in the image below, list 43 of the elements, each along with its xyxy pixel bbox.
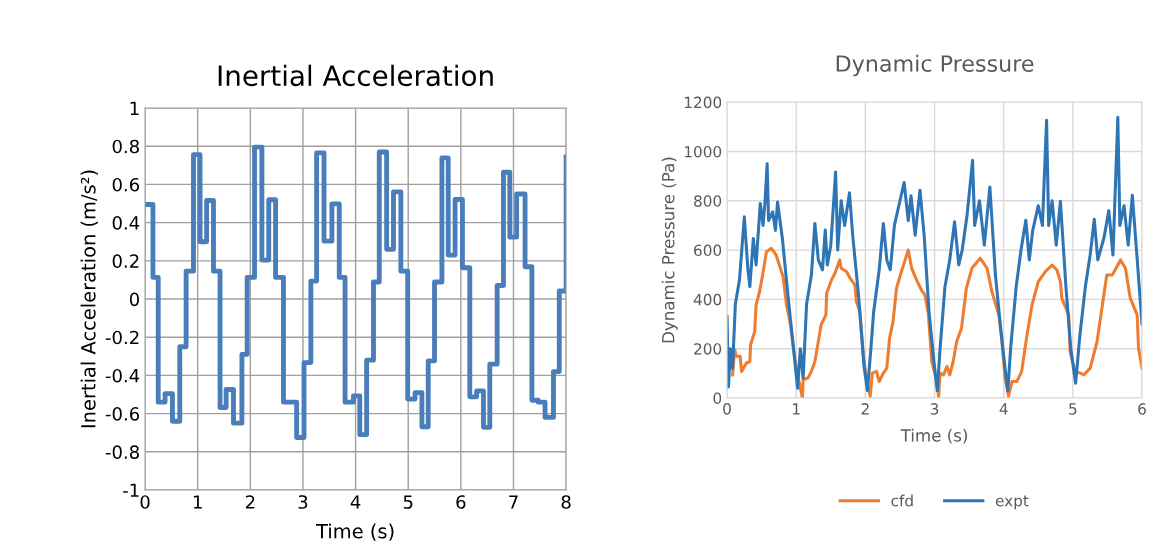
line-series [727,115,1143,393]
legend-label: cfd [891,494,913,507]
x-axis-title: Time (s) [900,428,967,444]
y-tick-label: 0.6 [112,177,140,192]
y-tick-label: 1200 [684,96,722,109]
y-tick-label: -0.8 [105,445,139,459]
x-axis-title: Time (s) [316,523,394,541]
chart-title: Inertial Acceleration [218,64,493,87]
y-tick-label: 1 [130,101,139,115]
y-tick-label: 600 [694,244,722,257]
x-tick-label: 7 [509,495,518,509]
x-tick-label: 6 [1138,403,1146,415]
x-tick-label: 0 [723,403,731,415]
x-tick-label: 4 [350,495,361,509]
y-tick-label: -0.2 [105,330,139,345]
y-axis-title: Dynamic Pressure (Pa) [661,157,678,343]
y-tick-label: 400 [693,293,722,306]
x-tick-label: 8 [561,495,571,509]
y-tick-label: 1000 [684,145,722,158]
y-tick-label: -0.4 [105,368,140,383]
x-tick-label: 3 [298,495,308,509]
x-tick-label: 0 [140,495,150,509]
y-tick-label: -1 [123,483,139,497]
y-tick-label: 800 [694,195,722,207]
y-axis-title: Inertial Acceleration (m/s²) [80,170,98,428]
y-tick-label: 0 [713,392,722,405]
y-tick-label: 0.4 [112,216,140,230]
y-tick-label: 0.8 [112,139,139,154]
y-tick-label: -0.6 [105,407,140,421]
x-tick-label: 2 [245,495,255,509]
x-tick-label: 6 [456,495,466,509]
x-tick-label: 1 [193,495,202,509]
x-tick-label: 5 [1069,403,1077,415]
x-tick-label: 5 [403,495,413,509]
x-tick-label: 1 [793,403,800,415]
legend-label: expt [995,495,1029,510]
chart-title: Dynamic Pressure [836,54,1034,77]
x-tick-label: 2 [861,403,869,415]
x-tick-label: 4 [999,403,1008,415]
y-tick-label: 0 [129,292,139,307]
y-tick-label: 200 [694,343,722,355]
x-tick-label: 3 [930,403,939,415]
y-tick-label: 0.2 [112,254,139,268]
